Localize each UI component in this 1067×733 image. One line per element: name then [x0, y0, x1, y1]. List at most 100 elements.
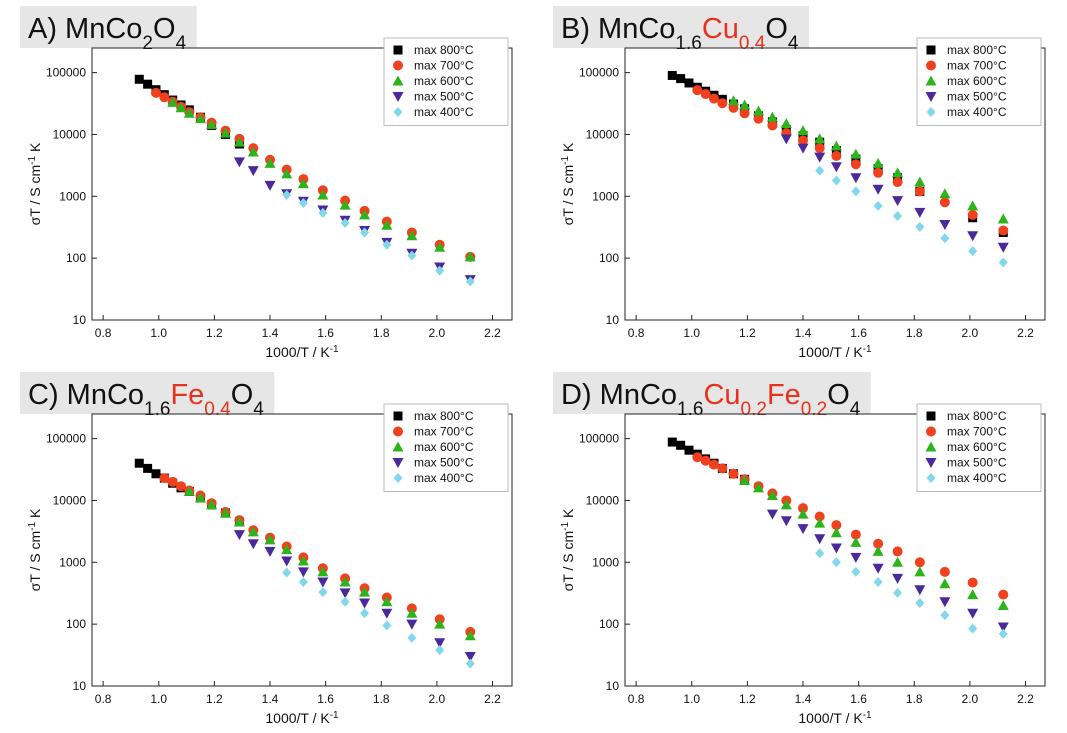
- point: [264, 157, 276, 168]
- plot-frame: [91, 47, 513, 321]
- text-part: O: [765, 13, 788, 45]
- point: [753, 482, 765, 493]
- point: [717, 98, 728, 109]
- point: [264, 546, 276, 557]
- point: [464, 630, 476, 641]
- legend-box: [916, 403, 1042, 492]
- text-part: O: [827, 379, 850, 411]
- point: [206, 118, 218, 129]
- point: [997, 242, 1009, 253]
- text-part: K: [560, 508, 576, 522]
- point: [830, 140, 842, 151]
- point: [939, 578, 951, 589]
- point: [717, 463, 728, 474]
- legend-marker: [925, 458, 937, 468]
- point: [134, 458, 144, 468]
- legend-marker: [925, 92, 937, 102]
- point: [176, 481, 187, 492]
- point: [797, 125, 809, 136]
- point: [872, 545, 884, 556]
- point: [873, 577, 883, 588]
- legend-label: max 400°C: [414, 471, 474, 485]
- text-part: 1.6: [675, 33, 701, 54]
- point: [465, 276, 475, 287]
- text-part: σT / S cm: [27, 165, 43, 226]
- x-tick-label: 1.2: [739, 692, 756, 706]
- point: [359, 586, 371, 597]
- point: [914, 207, 926, 218]
- panel: B) MnCo1.6Cu0.4O4101001000100001000000.8…: [553, 6, 1046, 361]
- point: [815, 165, 825, 176]
- point: [739, 108, 750, 119]
- legend-box: [383, 403, 509, 492]
- legend-marker: [925, 441, 937, 452]
- point: [851, 154, 861, 164]
- point: [914, 566, 926, 577]
- text-part: -1: [27, 521, 38, 530]
- x-tick-label: 1.6: [317, 326, 334, 340]
- text-part: O: [153, 13, 176, 45]
- x-tick-label: 1.0: [683, 692, 700, 706]
- point: [739, 475, 751, 486]
- x-tick-label: 2.2: [484, 326, 501, 340]
- legend-label: max 600°C: [947, 74, 1007, 88]
- point: [159, 92, 170, 103]
- x-tick-label: 0.8: [95, 326, 112, 340]
- point: [297, 178, 309, 189]
- point: [850, 529, 861, 540]
- point: [815, 548, 825, 559]
- text-part: Fe: [767, 379, 801, 411]
- text-part: 0.4: [739, 33, 766, 54]
- y-tick-label: 10000: [53, 127, 87, 141]
- legend-label: max 800°C: [947, 409, 1007, 423]
- y-axis-label: σT / S cm-1 K: [560, 142, 577, 225]
- point: [814, 152, 826, 163]
- point: [151, 469, 161, 479]
- y-tick-label: 1000: [59, 555, 86, 569]
- point: [134, 74, 144, 84]
- point: [233, 136, 245, 147]
- y-tick-label: 1000: [592, 555, 619, 569]
- x-tick-label: 2.0: [429, 692, 446, 706]
- point: [406, 607, 418, 618]
- point: [434, 618, 446, 629]
- text-part: 0.2: [801, 399, 827, 420]
- point: [997, 213, 1009, 224]
- title-box: [20, 6, 197, 48]
- point: [167, 476, 178, 487]
- point: [940, 233, 950, 244]
- point: [247, 146, 259, 157]
- x-tick-label: 1.0: [150, 692, 167, 706]
- point: [464, 651, 476, 662]
- legend-marker: [926, 426, 936, 437]
- legend-label: max 800°C: [414, 409, 474, 423]
- y-tick-label: 10: [73, 679, 87, 693]
- x-axis-label: 1000/T / K-1: [798, 344, 872, 361]
- point: [967, 589, 979, 600]
- point: [143, 463, 153, 473]
- x-tick-label: 1.0: [683, 326, 700, 340]
- point: [767, 120, 778, 131]
- point: [914, 186, 925, 197]
- text-part: 1.6: [677, 399, 703, 420]
- point: [892, 196, 904, 207]
- legend-marker: [926, 60, 936, 71]
- point: [233, 516, 245, 527]
- point: [297, 555, 309, 566]
- text-part: D) MnCo: [561, 379, 677, 411]
- text-part: -1: [330, 344, 339, 355]
- point: [359, 598, 371, 609]
- point: [998, 225, 1009, 236]
- point: [814, 534, 826, 545]
- y-tick-label: 1000: [592, 189, 619, 203]
- text-part: -1: [27, 155, 38, 164]
- text-part: Cu: [703, 379, 740, 411]
- point: [892, 556, 904, 567]
- text-part: A) MnCo: [28, 13, 142, 45]
- text-part: -1: [863, 710, 872, 721]
- title-box: [553, 6, 809, 48]
- text-part: 0.4: [204, 399, 231, 420]
- legend-label: max 400°C: [414, 105, 474, 119]
- point: [318, 207, 328, 218]
- x-tick-label: 1.4: [262, 692, 279, 706]
